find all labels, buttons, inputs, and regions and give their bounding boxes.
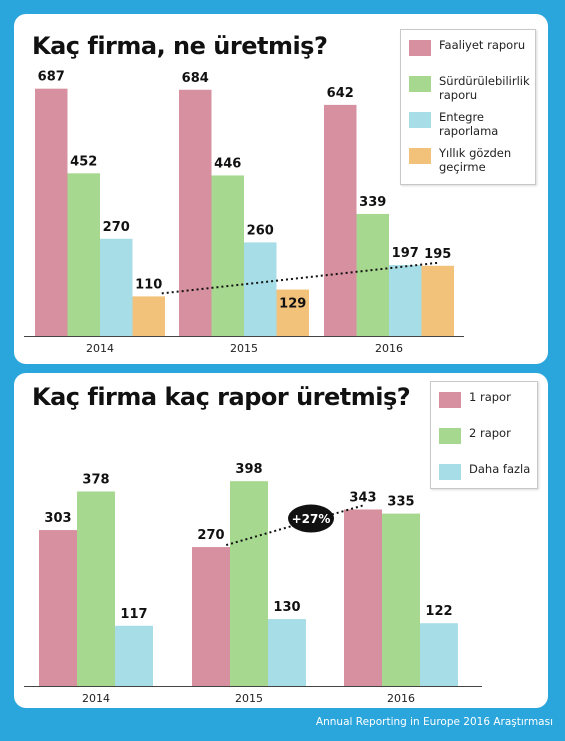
bar-chart-2: 303 378 117 2014 270 398 130 2015 343 335 122 2016 +… bbox=[24, 462, 482, 705]
legend-swatch bbox=[439, 464, 461, 480]
data-label: 335 bbox=[387, 495, 414, 510]
data-label: 339 bbox=[359, 195, 386, 210]
legend-label: 2 rapor bbox=[469, 426, 511, 440]
bar bbox=[244, 242, 277, 336]
bar bbox=[100, 238, 133, 336]
data-label: 303 bbox=[44, 511, 71, 526]
legend-item: Yıllık gözden geçirme bbox=[409, 146, 534, 174]
bar bbox=[389, 265, 422, 336]
data-label: 446 bbox=[214, 156, 241, 171]
legend-swatch bbox=[409, 40, 431, 56]
legend-label: Yıllık gözden geçirme bbox=[439, 146, 512, 174]
data-label: 129 bbox=[279, 297, 306, 312]
data-label: 117 bbox=[120, 607, 147, 622]
legend-swatch bbox=[439, 392, 461, 408]
bar-chart-1: 687 452 270 110 2014 684 446 260 129 2015 642 339 19… bbox=[24, 70, 464, 355]
data-label: 343 bbox=[349, 490, 376, 505]
bar bbox=[39, 530, 77, 686]
legend-swatch bbox=[409, 148, 431, 164]
x-tick-label: 2015 bbox=[235, 692, 263, 705]
data-label: 260 bbox=[247, 223, 274, 238]
legend: 1 rapor 2 rapor Daha fazla bbox=[430, 381, 538, 489]
bar bbox=[276, 289, 309, 336]
data-label: 270 bbox=[197, 528, 224, 543]
data-label: 197 bbox=[392, 246, 419, 261]
data-label: 452 bbox=[70, 154, 97, 169]
x-tick-label: 2016 bbox=[375, 342, 403, 355]
growth-badge-label: +27% bbox=[292, 512, 331, 526]
legend-label: Daha fazla bbox=[469, 462, 531, 476]
bar bbox=[67, 173, 100, 336]
bar bbox=[132, 296, 165, 336]
data-label: 110 bbox=[135, 277, 162, 292]
data-label: 195 bbox=[424, 247, 451, 262]
chart-panel-2: Kaç firma kaç rapor üretmiş? 303 378 117 20… bbox=[14, 373, 548, 708]
data-label: 398 bbox=[235, 462, 262, 477]
legend-label: 1 rapor bbox=[469, 390, 511, 404]
bar bbox=[77, 491, 115, 686]
x-tick-label: 2015 bbox=[230, 342, 258, 355]
legend-item: Entegre raporlama bbox=[409, 110, 534, 138]
bar bbox=[420, 623, 458, 686]
data-label: 642 bbox=[327, 86, 354, 101]
bar bbox=[421, 265, 454, 336]
bar bbox=[344, 509, 382, 686]
bar bbox=[324, 104, 357, 336]
legend-item: Faaliyet raporu bbox=[409, 38, 534, 56]
x-tick-label: 2016 bbox=[387, 692, 415, 705]
data-label: 130 bbox=[273, 600, 300, 615]
trend-line bbox=[161, 261, 438, 295]
legend-item: Daha fazla bbox=[439, 462, 564, 480]
chart-title: Kaç firma, ne üretmiş? bbox=[32, 32, 328, 60]
bar bbox=[35, 88, 68, 337]
source-note: Annual Reporting in Europe 2016 Araştırm… bbox=[315, 716, 553, 728]
legend-swatch bbox=[439, 428, 461, 444]
bar bbox=[356, 213, 389, 336]
legend: Faaliyet raporu Sürdürülebilirlik raporu… bbox=[400, 29, 536, 185]
data-label: 122 bbox=[425, 604, 452, 619]
data-label: 687 bbox=[38, 70, 65, 85]
bar bbox=[192, 547, 230, 686]
legend-label: Faaliyet raporu bbox=[439, 38, 526, 52]
legend-label: Sürdürülebilirlik raporu bbox=[439, 74, 530, 102]
x-tick-label: 2014 bbox=[86, 342, 114, 355]
data-label: 270 bbox=[103, 220, 130, 235]
legend-item: Sürdürülebilirlik raporu bbox=[409, 74, 534, 102]
bar bbox=[211, 175, 244, 336]
data-label: 378 bbox=[82, 472, 109, 487]
chart-title: Kaç firma kaç rapor üretmiş? bbox=[32, 383, 411, 411]
bar bbox=[115, 625, 153, 686]
bar bbox=[230, 481, 268, 686]
bar bbox=[179, 89, 212, 336]
legend-item: 2 rapor bbox=[439, 426, 564, 444]
x-tick-label: 2014 bbox=[82, 692, 110, 705]
legend-swatch bbox=[409, 112, 431, 128]
chart-panel-1: Kaç firma, ne üretmiş? 687 452 270 110 2014 6… bbox=[14, 14, 548, 364]
legend-item: 1 rapor bbox=[439, 390, 564, 408]
legend-swatch bbox=[409, 76, 431, 92]
growth-badge bbox=[288, 504, 335, 533]
bar bbox=[268, 619, 306, 686]
legend-label: Entegre raporlama bbox=[439, 110, 499, 138]
data-label: 684 bbox=[182, 71, 209, 86]
bar bbox=[382, 513, 420, 686]
